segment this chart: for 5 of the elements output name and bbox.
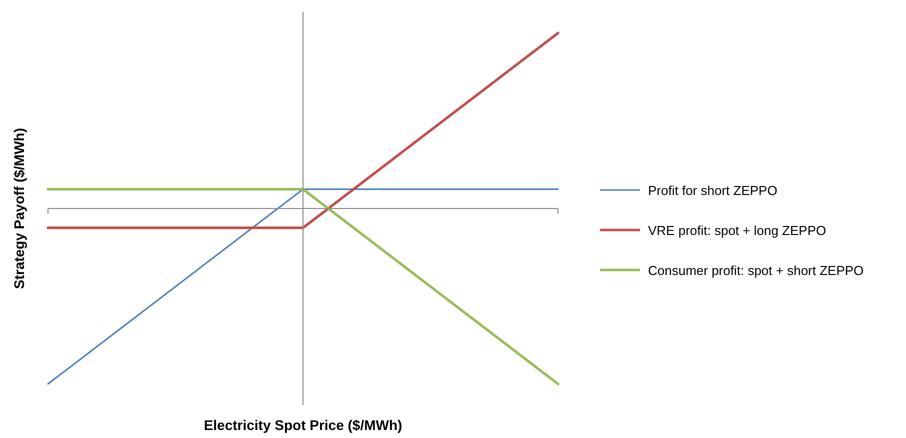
x-axis-title: Electricity Spot Price ($/MWh) xyxy=(204,417,402,433)
y-axis-title: Strategy Payoff ($/MWh) xyxy=(11,128,27,290)
legend-label: Profit for short ZEPPO xyxy=(648,183,778,198)
legend-label: Consumer profit: spot + short ZEPPO xyxy=(648,263,864,278)
legend-label: VRE profit: spot + long ZEPPO xyxy=(648,223,826,238)
